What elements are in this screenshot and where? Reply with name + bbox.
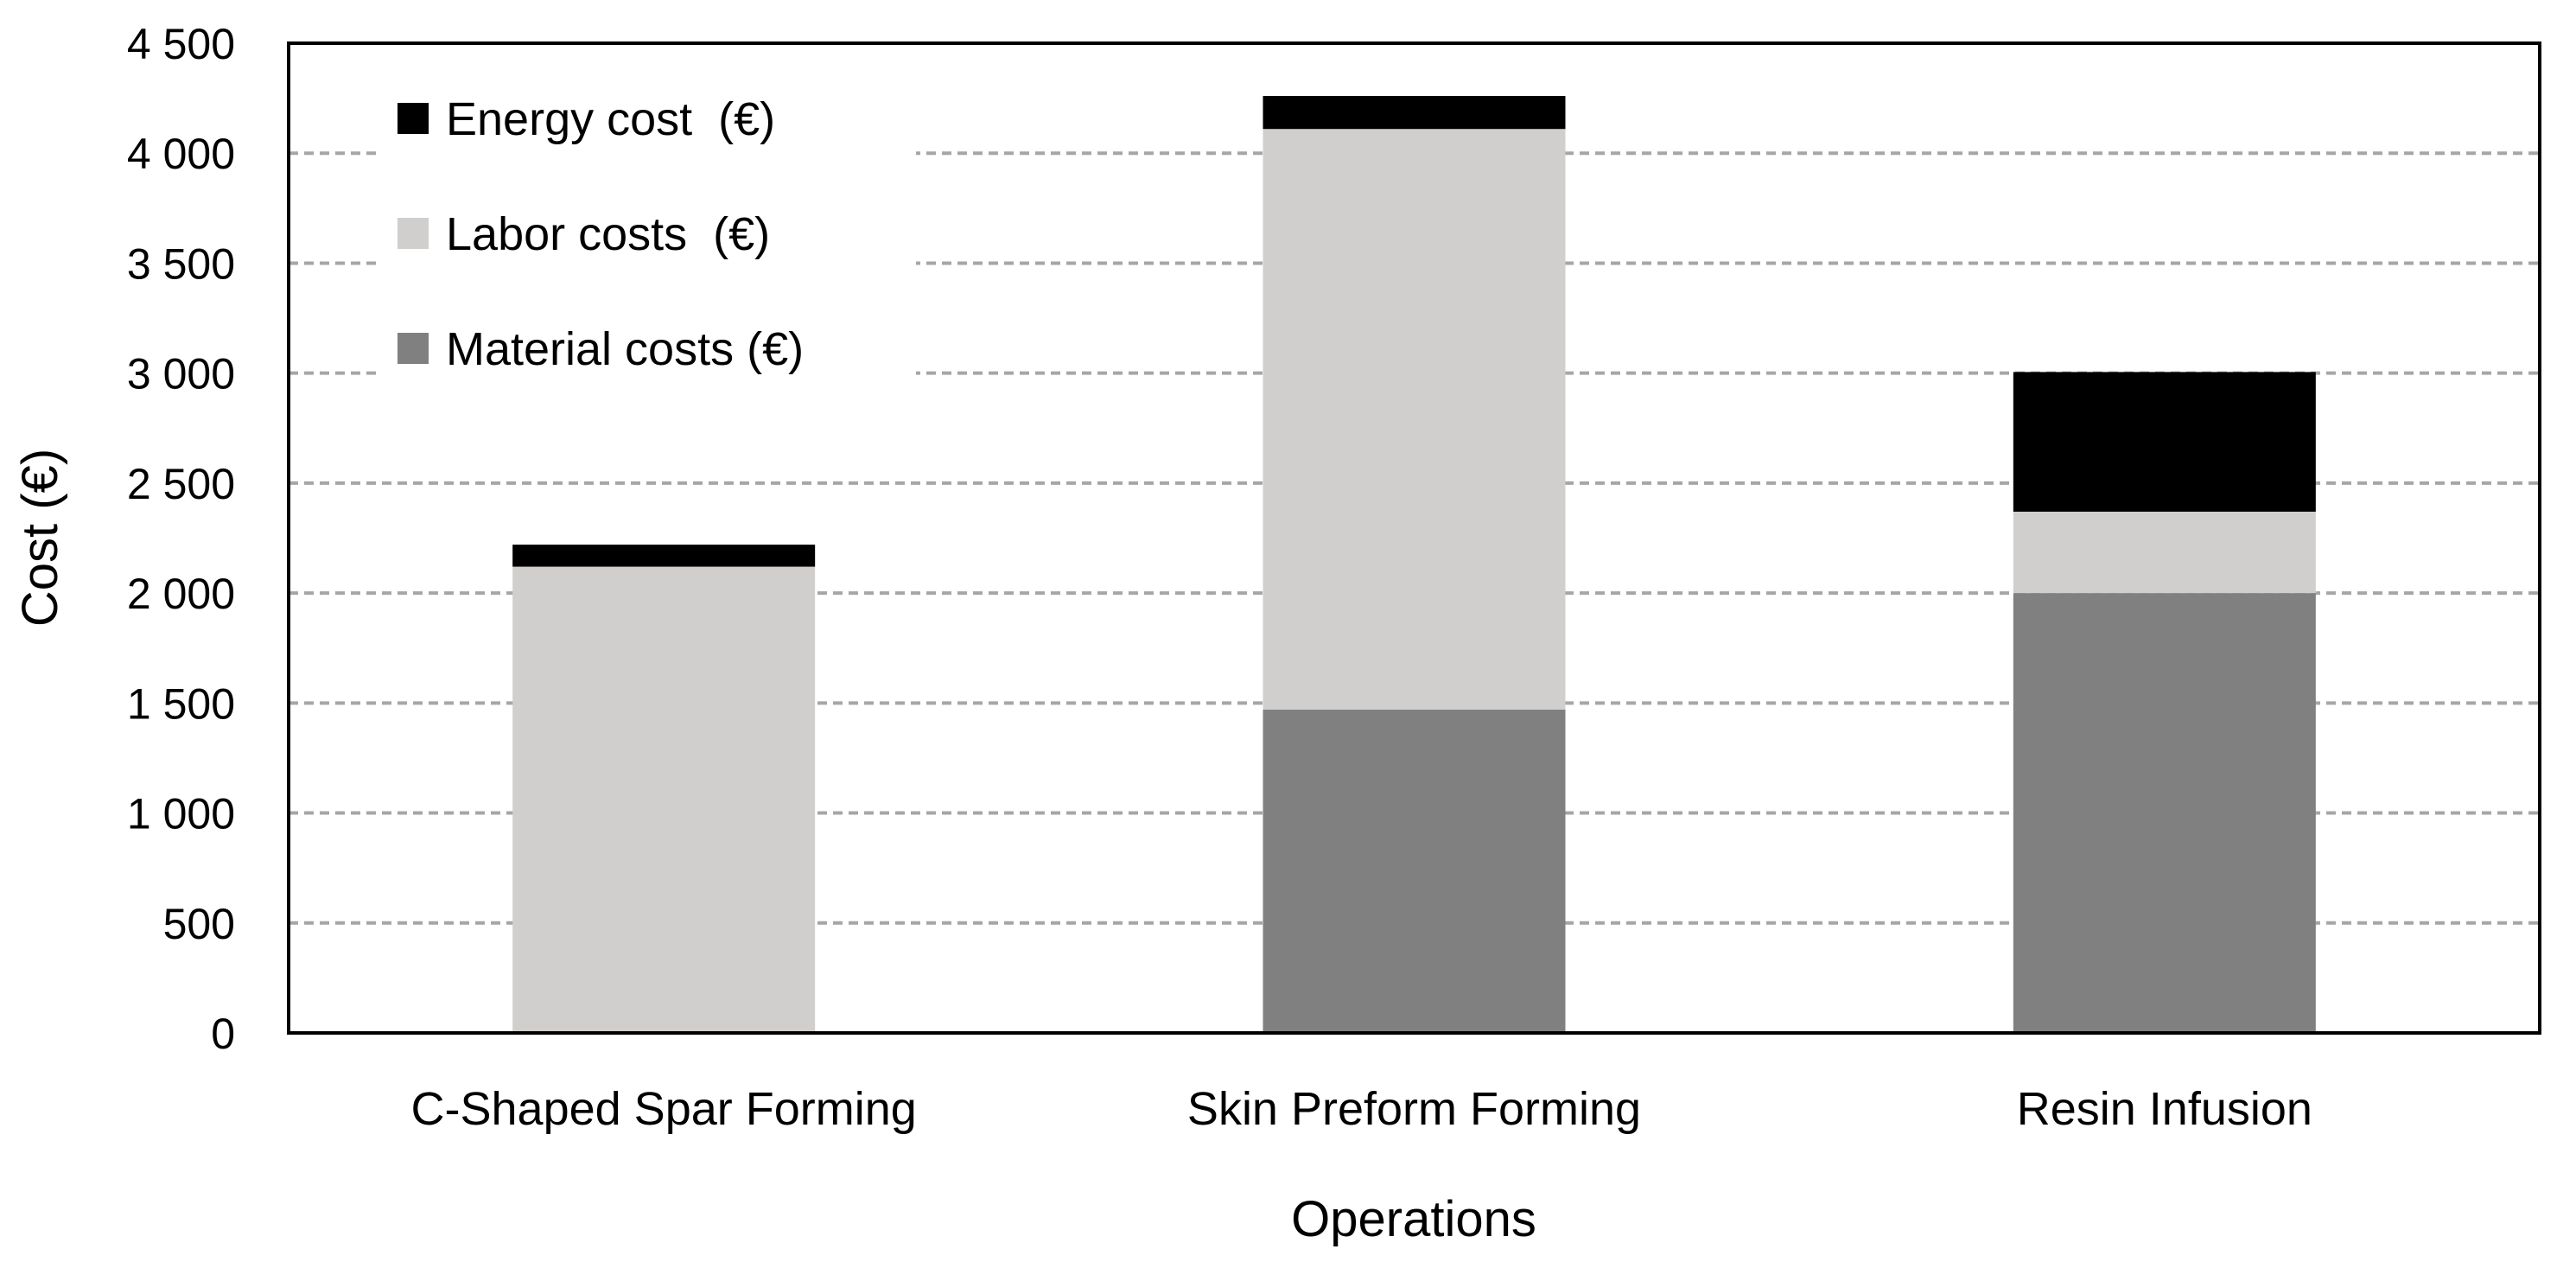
legend-swatch-2 xyxy=(398,218,429,249)
bar-segment-3-3 xyxy=(2013,372,2316,512)
y-axis-title: Cost (€) xyxy=(12,449,68,627)
y-tick-label-2000: 2 000 xyxy=(127,570,235,618)
x-axis-ticks: C-Shaped Spar Forming Skin Preform Formin… xyxy=(411,1083,2312,1135)
y-tick-label-4000: 4 000 xyxy=(127,130,235,178)
y-tick-label-4500: 4 500 xyxy=(127,20,235,68)
legend-label-2: Labor costs (€) xyxy=(446,208,770,260)
legend-label-1: Energy cost (€) xyxy=(446,93,775,145)
plot-frame xyxy=(287,41,2541,1035)
legend-label-3: Material costs (€) xyxy=(446,323,804,375)
bars xyxy=(512,96,2316,1033)
y-tick-label-500: 500 xyxy=(163,900,235,948)
legend-swatch-1 xyxy=(398,103,429,134)
y-tick-label-1000: 1 000 xyxy=(127,790,235,838)
bar-segment-3-2 xyxy=(2013,511,2316,594)
y-tick-label-0: 0 xyxy=(211,1010,235,1058)
bar-segment-1-3 xyxy=(512,545,816,567)
x-tick-label-1: C-Shaped Spar Forming xyxy=(411,1083,917,1135)
bar-segment-2-2 xyxy=(1263,129,1566,710)
x-tick-label-3: Resin Infusion xyxy=(2017,1083,2312,1135)
bar-segment-2-3 xyxy=(1263,96,1566,130)
bar-segment-2-1 xyxy=(1263,709,1566,1033)
x-axis-title: Operations xyxy=(1291,1191,1536,1247)
legend-swatch-3 xyxy=(398,333,429,364)
y-tick-label-3000: 3 000 xyxy=(127,350,235,398)
x-tick-label-2: Skin Preform Forming xyxy=(1187,1083,1641,1135)
y-axis-ticks: 0 500 1 000 1 500 2 000 2 500 3 000 3 500 4 000 4… xyxy=(127,20,235,1058)
legend: Energy cost (€) Labor costs (€) Material c… xyxy=(380,69,916,398)
y-tick-label-1500: 1 500 xyxy=(127,679,235,728)
legend-background xyxy=(380,69,916,398)
bar-segment-3-1 xyxy=(2013,593,2316,1033)
y-tick-label-3500: 3 500 xyxy=(127,239,235,288)
y-tick-label-2500: 2 500 xyxy=(127,460,235,508)
bar-segment-1-2 xyxy=(512,566,816,1033)
